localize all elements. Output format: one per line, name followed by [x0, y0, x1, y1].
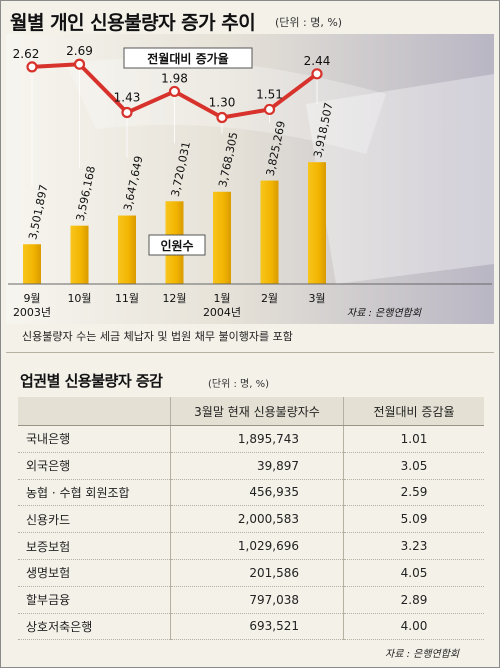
line-legend-label: 전월대비 증가율: [147, 51, 228, 66]
table-row: 생명보험 201,586 4.05: [18, 559, 484, 587]
table-unit: (단위 : 명, %): [208, 379, 269, 390]
table-row: 농협 · 수협 회원조합 456,935 2.59: [18, 479, 484, 507]
rate-point: [311, 68, 323, 80]
row-name: 농협 · 수협 회원조합: [18, 479, 171, 507]
section-divider: [6, 352, 494, 353]
row-count: 797,038: [170, 586, 344, 614]
chart-note: 신용불량자 수는 세금 체납자 및 법원 채무 불이행자를 포함: [22, 330, 293, 343]
chart-title: 월별 개인 신용불량자 증가 추이: [10, 12, 256, 34]
rate-point: [168, 85, 181, 98]
row-count: 456,935: [170, 479, 344, 507]
chart-area: 3,501,897 3,596,168 3,647,649 3,720,031 3,76…: [6, 34, 494, 324]
table-row: 외국은행 39,897 3.05: [18, 452, 484, 480]
x-tick-label: 11월: [115, 292, 139, 305]
table-row: 신용카드 2,000,583 5.09: [18, 505, 484, 534]
x-tick-label: 9월: [23, 292, 40, 305]
table-row: 할부금융 797,038 2.89: [18, 586, 484, 614]
bar-legend-label: 인원수: [160, 238, 193, 253]
row-name: 보증보험: [18, 532, 171, 560]
rate-value-label: 2.62: [13, 47, 40, 61]
row-rate: 2.89: [343, 586, 484, 614]
row-count: 39,897: [170, 452, 344, 480]
row-count: 201,586: [170, 559, 344, 587]
table-header-row: 3월말 현재 신용불량자수 전월대비 증감율: [18, 397, 484, 426]
industry-table: 3월말 현재 신용불량자수 전월대비 증감율 국내은행 1,895,743 1.…: [18, 397, 484, 641]
rate-point: [121, 106, 133, 119]
row-count: 1,895,743: [170, 425, 344, 453]
year-label: 2004년: [203, 306, 241, 319]
row-count: 1,029,696: [170, 532, 344, 560]
bar: [213, 191, 231, 284]
row-rate: 1.01: [343, 425, 484, 453]
chart-unit: (단위 : 명, %): [275, 16, 343, 29]
row-rate: 3.05: [343, 452, 484, 480]
rate-point: [263, 103, 276, 116]
row-name: 생명보험: [18, 559, 171, 587]
bar: [70, 225, 89, 284]
rate-value-label: 2.44: [304, 54, 331, 68]
x-tick-label: 1월: [213, 292, 230, 305]
table-source: 자료 : 은행연합회: [385, 649, 460, 660]
row-rate: 3.23: [343, 532, 484, 560]
rate-value-label: 1.51: [256, 87, 283, 101]
row-rate: 2.59: [343, 479, 484, 507]
rate-value-label: 1.98: [161, 71, 188, 85]
header-category: [18, 397, 171, 426]
combo-chart: 3,501,897 3,596,168 3,647,649 3,720,031 3,76…: [6, 34, 494, 324]
bar: [23, 244, 41, 284]
chart-source: 자료 : 은행연합회: [347, 307, 422, 319]
x-tick-label: 2월: [261, 292, 278, 305]
rate-value-label: 1.30: [209, 96, 236, 110]
x-tick-label: 10월: [67, 292, 91, 305]
rate-value-label: 2.69: [66, 44, 93, 58]
bar: [260, 180, 279, 284]
row-name: 신용카드: [18, 505, 171, 534]
rate-value-label: 1.43: [114, 91, 141, 105]
year-label: 2003년: [13, 306, 51, 319]
row-rate: 4.05: [343, 559, 484, 587]
table-row: 국내은행 1,895,743 1.01: [18, 425, 484, 453]
header-rate: 전월대비 증감율: [343, 397, 484, 426]
row-name: 상호저축은행: [18, 613, 171, 641]
table-row: 상호저축은행 693,521 4.00: [18, 613, 484, 641]
row-count: 693,521: [170, 613, 344, 641]
rate-point: [73, 58, 86, 70]
line-legend-box: [123, 47, 253, 69]
x-tick-label: 12월: [162, 292, 186, 305]
rate-point: [26, 61, 38, 73]
background-paper-shape: [306, 74, 494, 284]
header-count: 3월말 현재 신용불량자수: [170, 397, 344, 426]
table-title: 업권별 신용불량자 증감: [20, 372, 163, 390]
row-count: 2,000,583: [170, 505, 344, 534]
row-rate: 4.00: [343, 613, 484, 641]
rate-point: [216, 111, 228, 124]
row-name: 국내은행: [18, 425, 171, 453]
row-name: 외국은행: [18, 452, 171, 480]
row-rate: 5.09: [343, 505, 484, 534]
bar: [118, 215, 136, 284]
x-tick-label: 3월: [308, 292, 325, 305]
row-name: 할부금융: [18, 586, 171, 614]
bar: [308, 162, 326, 284]
bar-legend-box: [148, 234, 206, 256]
table-row: 보증보험 1,029,696 3.23: [18, 532, 484, 560]
